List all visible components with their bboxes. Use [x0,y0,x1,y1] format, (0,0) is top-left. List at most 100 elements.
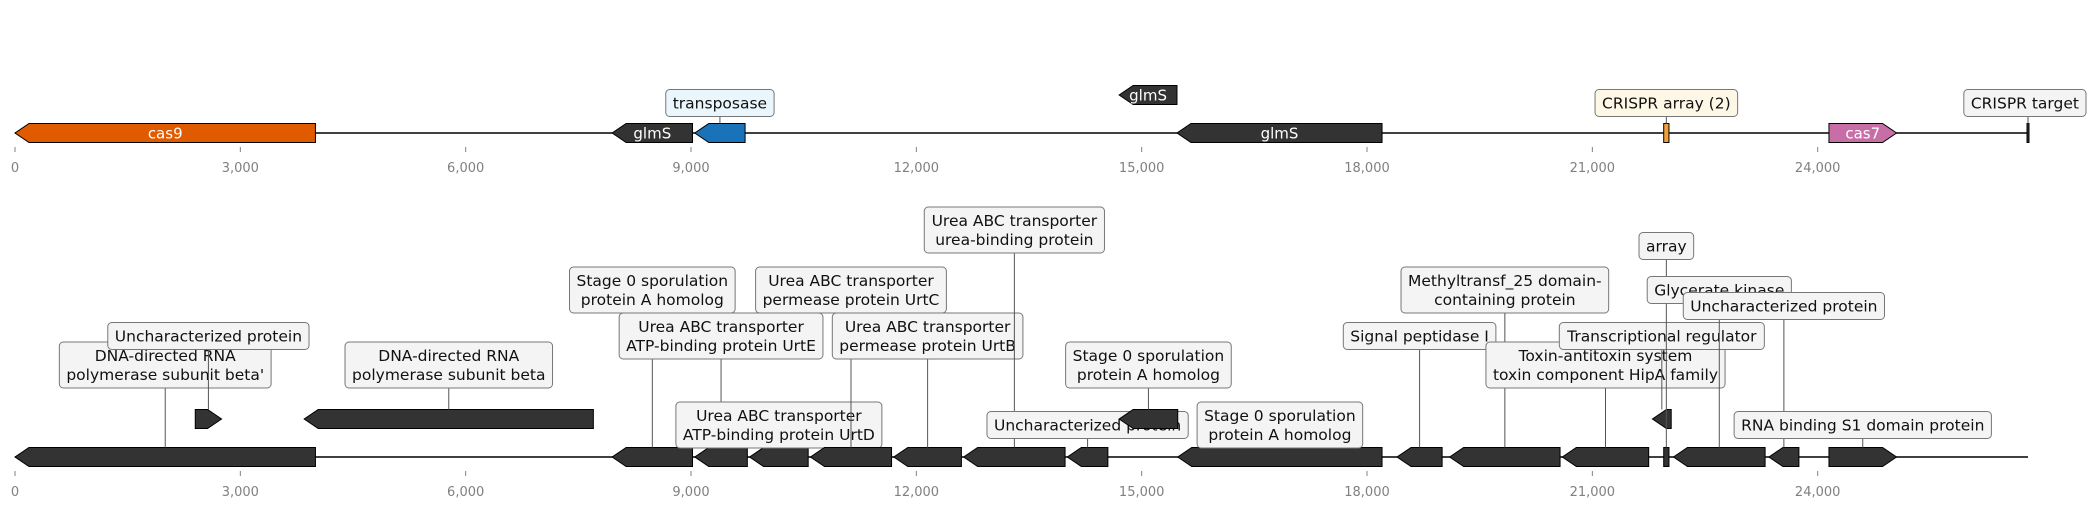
gene-arrow [809,447,893,467]
gene-arrow [1561,447,1650,467]
tick-label: 0 [11,161,19,176]
label-text: permease protein UrtB [839,337,1016,355]
label-box [1065,341,1232,389]
gene-arrow [748,447,809,467]
gene-arrow [1396,447,1443,467]
gene-arrow [14,123,316,143]
feature-signal-peptidase-i[interactable]: Signal peptidase I [1342,322,1497,467]
feature-rna-binding-s1[interactable]: RNA binding S1 domain protein [1733,411,1992,467]
tick-label: 18,000 [1344,161,1390,176]
track-top: 0 3,000 6,000 9,000 12,000 15,000 18,000 21,000… [11,85,2087,176]
tick-label: 12,000 [894,485,940,500]
label-text: Stage 0 sporulation [577,272,729,290]
label-box [923,206,1105,254]
gene-arrow [1767,447,1800,467]
label-text: array [1646,238,1687,256]
feature-transposase[interactable]: transposase [665,89,775,143]
feature-cas9[interactable]: cas9 [14,123,316,143]
label-text: transposase [673,95,767,113]
gene-arrow [962,447,1066,467]
label-text: ATP-binding protein UrtE [626,337,816,355]
gene-arrow [611,123,694,143]
gene-arrow [693,123,746,143]
label-text: ATP-binding protein UrtD [683,426,875,444]
gene-inner-label: cas7 [1845,125,1880,143]
label-text: Methyltransf_25 domain- [1408,272,1602,291]
label-box [675,401,883,449]
tick-label: 0 [11,485,19,500]
tick-label: 9,000 [672,485,709,500]
label-text: containing protein [1434,291,1576,309]
gene-arrow [14,447,316,467]
gene-arrow [1663,447,1670,467]
label-text: permease protein UrtC [763,291,940,309]
label-box [1594,89,1739,117]
feature-uncharacterized-protein-3[interactable]: Uncharacterized protein [1682,292,1886,467]
label-box [107,322,310,350]
feature-methyltransf-25[interactable]: Methyltransf_25 domain-containing protei… [1400,266,1610,467]
label-text: RNA binding S1 domain protein [1741,417,1984,435]
gene-arrow [1448,447,1561,467]
label-text: CRISPR target [1971,95,2079,113]
feature-array[interactable]: array [1638,232,1695,467]
feature-glmS-2[interactable]: glmS [1118,85,1178,105]
tick-label: 12,000 [894,161,940,176]
label-text: protein A homolog [1208,426,1351,444]
label-box [1196,401,1364,449]
label-text: CRISPR array (2) [1602,95,1731,113]
tick-label: 24,000 [1795,485,1841,500]
label-text: polymerase subunit beta' [66,366,264,384]
label-box [618,312,824,360]
label-text: Urea ABC transporter [768,272,934,290]
tick-label: 9,000 [672,161,709,176]
gene-arrow [611,447,694,467]
label-text: Urea ABC transporter [845,318,1011,336]
gene-arrow [693,447,748,467]
label-box [665,89,775,117]
tick-label: 3,000 [222,485,259,500]
label-box [1400,266,1610,314]
feature-crispr-target[interactable]: CRISPR target [1963,89,2087,143]
gene-arrow [1176,123,1383,143]
track-bottom: 0 3,000 6,000 9,000 12,000 15,000 18,000 21,000… [11,206,2028,500]
label-box [1342,322,1497,350]
tick-label: 15,000 [1119,485,1165,500]
label-box [344,341,554,389]
gene-arrow [1828,447,1898,467]
label-text: urea-binding protein [935,231,1093,249]
label-text: Stage 0 sporulation [1073,347,1225,365]
feature-crispr-array[interactable]: CRISPR array (2) [1594,89,1739,143]
label-text: Stage 0 sporulation [1204,407,1356,425]
label-text: toxin component HipA family [1493,366,1718,384]
tick-label: 3,000 [222,161,259,176]
gene-inner-label: glmS [633,125,671,143]
feature-uncharacterized-protein-1[interactable]: Uncharacterized protein [107,322,310,429]
gene-arrow [1118,85,1178,105]
label-text: Uncharacterized protein [115,328,302,346]
label-text: Uncharacterized protein [1690,298,1877,316]
feature-cas7[interactable]: cas7 [1828,123,1898,143]
gene-arrow [1663,123,1670,143]
label-text: Urea ABC transporter [638,318,804,336]
feature-glmS-3[interactable]: glmS [1176,123,1383,143]
feature-glmS-1[interactable]: glmS [611,123,694,143]
gene-arrow [1118,409,1179,429]
label-text: Transcriptional regulator [1566,328,1757,346]
gene-arrow [194,409,223,429]
gene-arrow [892,447,962,467]
tick-label: 6,000 [447,485,484,500]
label-text: Urea ABC transporter [932,212,1098,230]
tick-label: 15,000 [1119,161,1165,176]
gene-arrow [2026,123,2030,143]
label-text: Toxin-antitoxin system [1518,347,1693,365]
